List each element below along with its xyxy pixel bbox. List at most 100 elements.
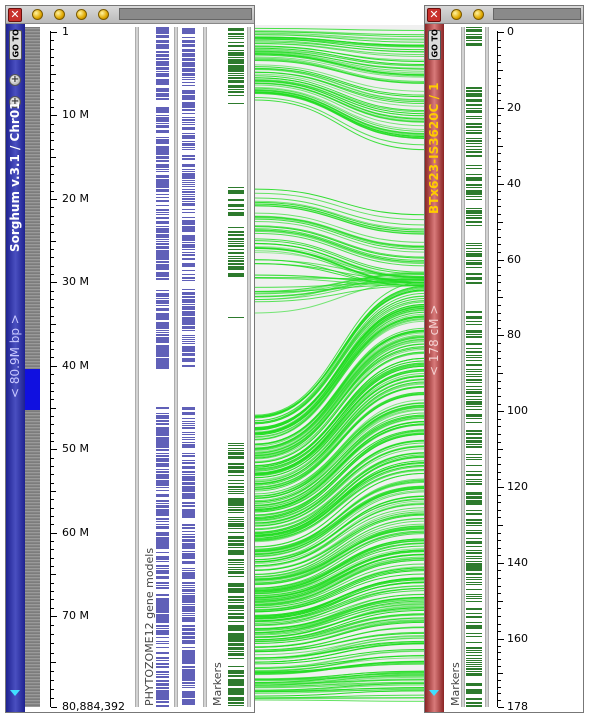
gene-model-feature[interactable] [182, 227, 195, 228]
gene-model-feature[interactable] [156, 290, 169, 291]
gene-model-feature[interactable] [156, 65, 169, 66]
marker-feature[interactable] [466, 530, 482, 531]
marker-feature[interactable] [228, 703, 244, 704]
gene-model-feature[interactable] [156, 533, 169, 534]
gene-model-feature[interactable] [182, 113, 195, 114]
marker-feature[interactable] [466, 389, 482, 390]
synteny-link[interactable] [255, 660, 425, 676]
marker-feature[interactable] [466, 483, 482, 484]
synteny-link[interactable] [255, 27, 425, 31]
gene-model-feature[interactable] [182, 42, 195, 43]
gene-model-feature[interactable] [182, 513, 195, 514]
synteny-link[interactable] [255, 49, 425, 67]
marker-feature[interactable] [228, 685, 244, 686]
marker-feature[interactable] [466, 532, 482, 533]
synteny-link[interactable] [255, 281, 425, 416]
gene-model-feature[interactable] [182, 147, 195, 148]
marker-feature[interactable] [228, 504, 244, 505]
gene-model-feature[interactable] [182, 247, 195, 248]
gene-model-feature[interactable] [156, 261, 169, 262]
marker-feature[interactable] [466, 664, 482, 665]
marker-feature[interactable] [466, 475, 482, 476]
synteny-link[interactable] [255, 192, 425, 221]
gene-model-feature[interactable] [182, 490, 195, 491]
gene-model-feature[interactable] [182, 302, 195, 303]
marker-feature[interactable] [228, 653, 244, 654]
gene-model-feature[interactable] [182, 463, 195, 464]
gene-model-feature[interactable] [156, 352, 169, 353]
gene-model-feature[interactable] [182, 358, 195, 359]
gene-model-feature[interactable] [156, 684, 169, 685]
marker-feature[interactable] [228, 602, 244, 603]
synteny-link[interactable] [255, 512, 425, 575]
gene-model-feature[interactable] [182, 557, 195, 558]
gene-model-feature[interactable] [182, 242, 195, 243]
gene-model-feature[interactable] [156, 556, 169, 557]
marker-feature[interactable] [228, 252, 244, 253]
marker-feature[interactable] [228, 528, 244, 529]
gene-model-feature[interactable] [156, 58, 169, 59]
gene-model-feature[interactable] [156, 182, 169, 183]
gene-model-feature[interactable] [156, 443, 169, 444]
gene-model-feature[interactable] [182, 545, 195, 546]
marker-feature[interactable] [228, 45, 244, 46]
gene-model-feature[interactable] [156, 351, 169, 352]
gene-model-feature[interactable] [156, 264, 169, 265]
gene-model-feature[interactable] [182, 98, 195, 99]
gene-model-feature[interactable] [156, 368, 169, 369]
synteny-link[interactable] [255, 626, 425, 652]
gene-model-feature[interactable] [182, 29, 195, 30]
marker-feature[interactable] [466, 403, 482, 404]
marker-feature[interactable] [466, 337, 482, 338]
gene-model-feature[interactable] [182, 659, 195, 660]
marker-feature[interactable] [466, 685, 482, 686]
gene-model-feature[interactable] [182, 618, 195, 619]
gene-model-feature[interactable] [156, 127, 169, 128]
synteny-link[interactable] [255, 230, 425, 264]
gene-model-feature[interactable] [156, 231, 169, 232]
gene-model-feature[interactable] [182, 655, 195, 656]
gene-model-feature[interactable] [156, 360, 169, 361]
gene-model-feature[interactable] [182, 598, 195, 599]
gene-model-feature[interactable] [182, 630, 195, 631]
marker-feature[interactable] [466, 191, 482, 192]
gene-model-feature[interactable] [182, 164, 195, 165]
gene-model-feature[interactable] [156, 132, 169, 133]
marker-feature[interactable] [228, 607, 244, 608]
gene-model-feature[interactable] [156, 147, 169, 148]
marker-feature[interactable] [228, 525, 244, 526]
marker-feature[interactable] [228, 666, 244, 667]
gene-model-feature[interactable] [182, 106, 195, 107]
marker-feature[interactable] [228, 543, 244, 544]
gene-model-feature[interactable] [182, 351, 195, 352]
gene-model-feature[interactable] [156, 582, 169, 583]
synteny-link[interactable] [255, 525, 425, 580]
marker-feature[interactable] [466, 336, 482, 337]
left-titlebar-button-2-icon[interactable] [54, 9, 65, 20]
gene-model-feature[interactable] [156, 115, 169, 116]
marker-feature[interactable] [228, 554, 244, 555]
gene-model-feature[interactable] [156, 365, 169, 366]
synteny-link[interactable] [255, 205, 425, 235]
gene-model-feature[interactable] [182, 650, 195, 651]
gene-model-feature[interactable] [156, 546, 169, 547]
left-goto-button[interactable]: GO TO [9, 29, 22, 60]
marker-feature[interactable] [466, 414, 482, 415]
marker-feature[interactable] [228, 572, 244, 573]
synteny-link[interactable] [255, 699, 425, 702]
gene-model-feature[interactable] [156, 622, 169, 623]
left-scroll-down-icon[interactable] [10, 690, 20, 696]
gene-model-feature[interactable] [156, 191, 169, 192]
synteny-link[interactable] [255, 533, 425, 589]
gene-model-feature[interactable] [156, 466, 169, 467]
gene-model-feature[interactable] [156, 424, 169, 425]
marker-feature[interactable] [228, 213, 244, 214]
gene-model-feature[interactable] [156, 472, 169, 473]
synteny-link[interactable] [255, 86, 425, 130]
marker-feature[interactable] [228, 616, 244, 617]
gene-model-feature[interactable] [182, 30, 195, 31]
synteny-link[interactable] [255, 370, 425, 475]
gene-model-feature[interactable] [156, 484, 169, 485]
marker-feature[interactable] [228, 52, 244, 53]
marker-feature[interactable] [466, 184, 482, 185]
